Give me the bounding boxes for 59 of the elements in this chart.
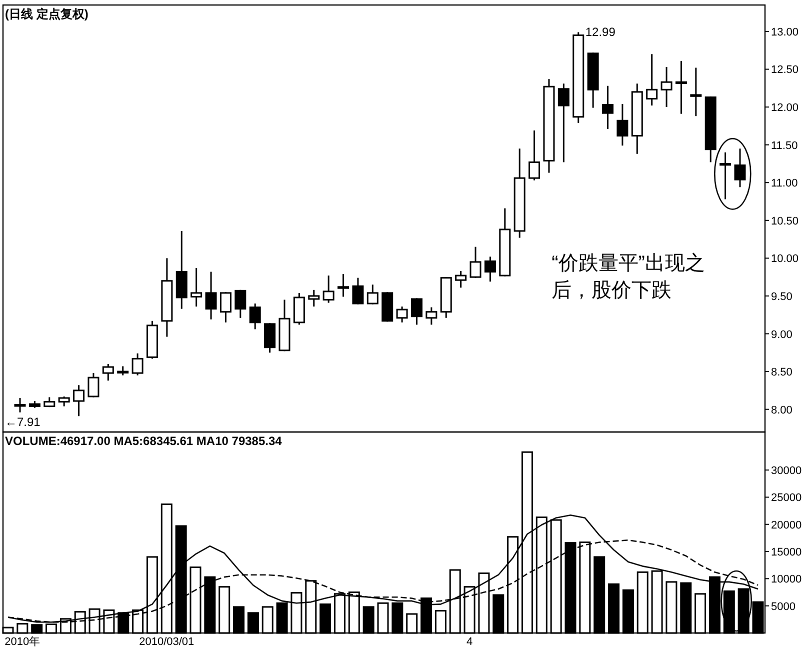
y-tick-label: 15000 [771,546,802,559]
candlestick [426,306,438,326]
x-tick-label: 2010年 [4,636,40,648]
annotation: “价跌量平”出现之后，股价下跌 [552,252,705,302]
y-tick-label: 5000 [771,600,796,613]
candlestick [720,152,732,200]
y-tick-label: 9.50 [771,290,792,303]
y-tick-label: 30000 [771,465,802,478]
candlestick [646,53,658,106]
candlestick [14,397,26,414]
candlestick [220,291,232,324]
y-tick-label: 25000 [771,492,802,504]
annotation: 12.99 [585,25,616,40]
candlestick [338,273,350,298]
candlestick [470,246,482,279]
candlestick [455,270,467,288]
candlestick [558,82,570,163]
candlestick [132,352,144,376]
candlestick [322,274,334,304]
candlestick [484,256,496,282]
candlestick [602,85,614,130]
candlestick [675,60,687,115]
y-tick-label: 13.00 [771,26,799,38]
chart-title: VOLUME:46917.00 MA5:68345.61 MA10 79385.34 [5,434,282,448]
candlestick [234,289,246,319]
candlestick [190,267,202,308]
y-tick-label: 20000 [771,519,802,532]
y-tick-label: 12.50 [771,64,799,76]
y-tick-label: 9.00 [771,328,792,341]
y-tick-label: 11.50 [771,140,798,152]
candlestick [366,284,378,306]
y-tick-label: 8.50 [771,366,792,379]
y-tick-label: 10.00 [771,253,799,266]
candlestick [58,396,70,408]
y-tick-label: 10000 [771,574,802,586]
x-tick-label: 4 [466,636,473,648]
chart-title: (日线 定点复权) [5,7,88,21]
candlestick [249,302,261,330]
candlestick [264,322,276,354]
candlestick [205,271,217,320]
candlestick [660,66,672,108]
candlestick [73,384,85,417]
candlestick [528,130,540,182]
candlestick [308,289,320,308]
annotation: ←7.91 [5,415,41,430]
candlestick [410,297,422,326]
y-tick-label: 12.00 [771,102,799,114]
y-tick-label: 8.00 [771,404,792,416]
x-tick-label: 2010/03/01 [139,636,194,648]
candlestick [352,277,364,306]
candlestick [734,148,746,188]
candlestick [88,372,100,398]
candlestick [690,66,702,117]
y-tick-label: 10.50 [771,215,799,228]
candlestick [396,306,408,324]
candlestick [616,103,628,146]
y-tick-label: 11.00 [771,178,798,190]
candlestick [102,363,114,382]
candlestick [117,366,129,376]
